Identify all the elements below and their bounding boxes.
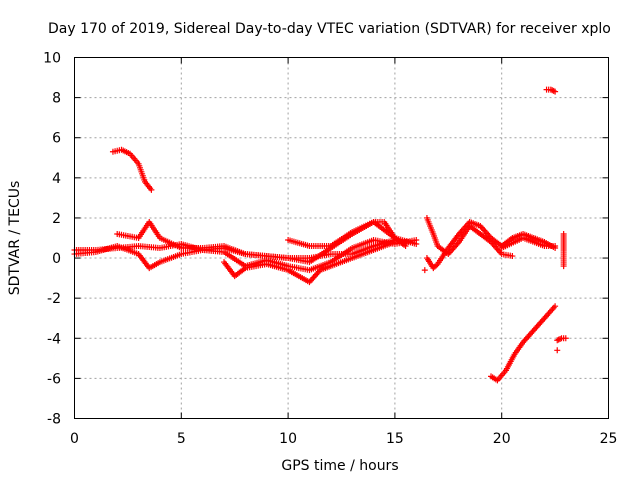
x-tick-label: 25 [600,431,618,447]
y-tick-label: -6 [47,371,61,387]
x-tick-label: 0 [70,431,79,447]
y-tick-label: 0 [52,251,61,267]
data-point [555,336,562,343]
data-point [552,243,559,250]
data-point [562,335,569,342]
data-point [552,303,559,310]
x-axis-label: GPS time / hours [281,458,398,474]
data-point [421,267,428,274]
data-point [549,87,556,94]
y-axis-label: SDTVAR / TECUs [7,181,23,296]
data-point [552,88,559,95]
x-tick-labels: 0 5 10 15 20 25 [70,431,617,447]
gridlines [74,57,609,419]
y-tick-labels: -8 -6 -4 -2 0 2 4 6 8 10 [43,51,61,428]
plot-frame [74,57,609,419]
y-tick-label: -8 [47,412,61,428]
y-tick-label: 2 [52,211,61,227]
y-tick-label: -2 [47,291,61,307]
y-tick-label: 10 [43,51,61,67]
y-tick-label: 8 [52,91,61,107]
data-point [557,335,564,342]
x-tick-label: 20 [493,431,511,447]
chart-title: Day 170 of 2019, Sidereal Day-to-day VTE… [48,21,611,37]
y-tick-label: 6 [52,131,61,147]
x-tick-label: 10 [279,431,297,447]
data-point [148,186,155,193]
data-points [71,86,569,384]
data-point [560,263,567,270]
data-point [413,237,420,244]
y-tick-label: -4 [47,331,61,347]
y-tick-label: 4 [52,171,61,187]
x-tick-label: 15 [386,431,404,447]
data-point [509,253,516,260]
data-point [550,87,557,94]
data-point [554,347,561,354]
x-tick-label: 5 [177,431,186,447]
axis-ticks [74,57,609,419]
data-point [402,243,409,250]
